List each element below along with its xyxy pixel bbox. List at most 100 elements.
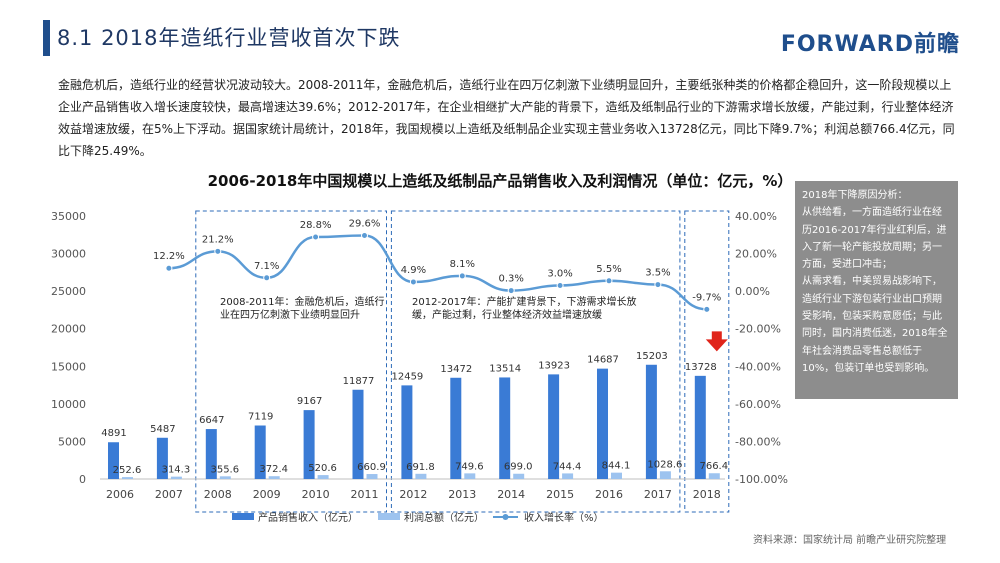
profit-bar-label: 520.6: [308, 463, 337, 474]
revenue-bar: [205, 429, 217, 479]
x-tick-label: 2014: [497, 488, 525, 501]
growth-rate-label: 0.3%: [498, 274, 523, 285]
x-tick-label: 2018: [693, 488, 721, 501]
y-left-tick-label: 5000: [58, 435, 86, 448]
revenue-bar-label: 14687: [587, 355, 619, 366]
reason-note-box: 2018年下降原因分析： 从供给看，一方面造纸行业在经历2016-2017年行业…: [795, 181, 958, 399]
profit-bar: [122, 477, 133, 479]
x-tick-label: 2006: [106, 488, 134, 501]
y-right-tick-label: -100.00%: [735, 473, 788, 486]
profit-bar-label: 699.0: [504, 462, 533, 473]
growth-rate-line: [168, 234, 707, 311]
x-tick-label: 2015: [546, 488, 574, 501]
growth-rate-label: 7.1%: [254, 261, 279, 272]
growth-rate-point: [556, 282, 564, 290]
revenue-bar-label: 13728: [685, 362, 717, 373]
growth-rate-label: 8.1%: [450, 259, 475, 270]
revenue-bar-label: 13514: [489, 363, 521, 374]
revenue-bar: [401, 385, 413, 479]
y-right-tick-label: -20.00%: [735, 323, 781, 336]
revenue-bar-label: 9167: [297, 396, 322, 407]
x-tick-label: 2011: [351, 488, 379, 501]
growth-rate-label: 12.2%: [153, 251, 185, 262]
growth-rate-label: -9.7%: [692, 292, 721, 303]
x-tick-label: 2010: [302, 488, 330, 501]
y-right-tick-label: -80.00%: [735, 435, 781, 448]
profit-bar: [464, 473, 476, 479]
annotation-2008-2011: 2008-2011年：金融危机后，造纸行业在四万亿刺激下业绩明显回升: [220, 297, 385, 321]
y-left-tick-label: 15000: [51, 360, 86, 373]
x-tick-label: 2007: [155, 488, 183, 501]
revenue-bar-label: 4891: [101, 428, 126, 439]
y-right-tick-label: 20.00%: [735, 248, 777, 261]
revenue-bar-label: 11877: [343, 376, 375, 387]
profit-bar-label: 660.9: [357, 462, 386, 473]
profit-bar-label: 1028.6: [647, 459, 682, 470]
legend-label-revenue: 产品销售收入（亿元）: [258, 511, 358, 524]
profit-bar-label: 844.1: [602, 461, 631, 472]
y-left-tick-label: 25000: [51, 285, 86, 298]
growth-rate-label: 29.6%: [349, 219, 381, 230]
profit-bar: [366, 474, 378, 479]
profit-bar-label: 372.4: [259, 464, 288, 475]
revenue-bar-label: 13923: [538, 360, 570, 371]
revenue-bar: [450, 377, 462, 479]
profit-bar: [611, 472, 622, 479]
down-arrow-icon: [705, 331, 728, 352]
profit-bar: [170, 476, 182, 479]
y-left-tick-label: 0: [79, 473, 86, 486]
profit-bar-label: 766.4: [699, 461, 728, 472]
x-tick-label: 2017: [644, 488, 672, 501]
revenue-bar: [254, 425, 266, 479]
y-right-tick-label: 0.00%: [735, 285, 770, 298]
revenue-bar: [694, 375, 706, 479]
legend-swatch-profit: [378, 513, 400, 520]
growth-rate-point: [361, 232, 368, 240]
profit-bar: [562, 473, 574, 479]
profit-bar: [219, 476, 231, 479]
profit-bar: [415, 473, 427, 479]
period-dashed-box: [684, 210, 730, 513]
header-accent-bar: [43, 20, 50, 56]
y-right-tick-label: -60.00%: [735, 398, 781, 411]
revenue-bar: [645, 364, 657, 479]
growth-rate-point: [654, 281, 662, 289]
revenue-bar-label: 6647: [199, 415, 224, 426]
brand-logo: FORWARD前瞻: [780, 32, 960, 57]
revenue-bar: [303, 410, 315, 479]
revenue-bar: [597, 368, 608, 479]
profit-bar-label: 355.6: [210, 464, 239, 475]
y-left-tick-label: 10000: [51, 398, 86, 411]
revenue-bar-label: 7119: [248, 412, 273, 423]
chart-title: 2006-2018年中国规模以上造纸及纸制品产品销售收入及利润情况（单位：亿元，…: [207, 172, 793, 190]
revenue-bar-label: 12459: [391, 371, 423, 382]
x-tick-label: 2009: [253, 488, 281, 501]
y-left-tick-label: 20000: [51, 323, 86, 336]
growth-rate-label: 5.5%: [596, 264, 621, 275]
y-left-tick-label: 30000: [51, 248, 86, 261]
y-left-tick-label: 35000: [51, 210, 86, 223]
revenue-bar-label: 13472: [440, 364, 472, 375]
growth-rate-point: [409, 278, 417, 286]
growth-rate-point: [458, 272, 466, 280]
growth-rate-label: 3.0%: [547, 269, 572, 280]
profit-bar-label: 749.6: [455, 461, 484, 472]
profit-bar: [659, 471, 671, 479]
profit-bar: [708, 473, 720, 479]
profit-bar: [268, 476, 280, 479]
legend-swatch-revenue: [232, 513, 254, 520]
growth-rate-label: 3.5%: [645, 268, 670, 279]
revenue-bar: [548, 374, 560, 479]
y-right-tick-label: -40.00%: [735, 360, 781, 373]
growth-rate-point: [703, 305, 711, 313]
legend-swatch-growth-point: [502, 514, 509, 520]
revenue-bar: [156, 437, 168, 479]
intro-paragraph: 金融危机后，造纸行业的经营状况波动较大。2008-2011年，金融危机后，造纸行…: [58, 78, 955, 158]
growth-rate-point: [165, 264, 173, 272]
revenue-bar: [108, 442, 119, 479]
source-text: 资料来源：国家统计局 前瞻产业研究院整理: [753, 535, 947, 546]
growth-rate-point: [605, 277, 613, 285]
annotation-2012-2017: 2012-2017年：产能扩建背景下，下游需求增长放缓，产能过剩，行业整体经济效…: [412, 297, 637, 321]
growth-rate-point: [263, 274, 271, 282]
